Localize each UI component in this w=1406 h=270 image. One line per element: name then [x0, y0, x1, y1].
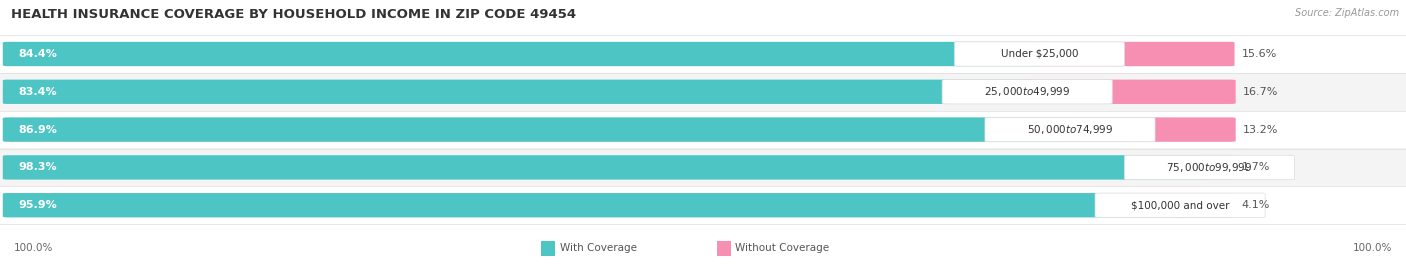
Text: 100.0%: 100.0% — [14, 243, 53, 254]
Text: Without Coverage: Without Coverage — [735, 243, 830, 254]
Text: 95.9%: 95.9% — [18, 200, 58, 210]
Text: 98.3%: 98.3% — [18, 162, 56, 173]
Text: 16.7%: 16.7% — [1243, 87, 1278, 97]
Text: Under $25,000: Under $25,000 — [1001, 49, 1078, 59]
Text: Source: ZipAtlas.com: Source: ZipAtlas.com — [1295, 8, 1399, 18]
Text: $50,000 to $74,999: $50,000 to $74,999 — [1026, 123, 1114, 136]
Text: 13.2%: 13.2% — [1243, 124, 1278, 135]
Text: 84.4%: 84.4% — [18, 49, 58, 59]
Text: 1.7%: 1.7% — [1241, 162, 1270, 173]
Text: 15.6%: 15.6% — [1241, 49, 1277, 59]
Text: $25,000 to $49,999: $25,000 to $49,999 — [984, 85, 1070, 98]
Text: 100.0%: 100.0% — [1353, 243, 1392, 254]
Text: With Coverage: With Coverage — [560, 243, 637, 254]
Text: HEALTH INSURANCE COVERAGE BY HOUSEHOLD INCOME IN ZIP CODE 49454: HEALTH INSURANCE COVERAGE BY HOUSEHOLD I… — [11, 8, 576, 21]
Text: $100,000 and over: $100,000 and over — [1130, 200, 1229, 210]
Text: 86.9%: 86.9% — [18, 124, 58, 135]
Text: 4.1%: 4.1% — [1241, 200, 1270, 210]
Text: $75,000 to $99,999: $75,000 to $99,999 — [1167, 161, 1253, 174]
Text: 83.4%: 83.4% — [18, 87, 56, 97]
